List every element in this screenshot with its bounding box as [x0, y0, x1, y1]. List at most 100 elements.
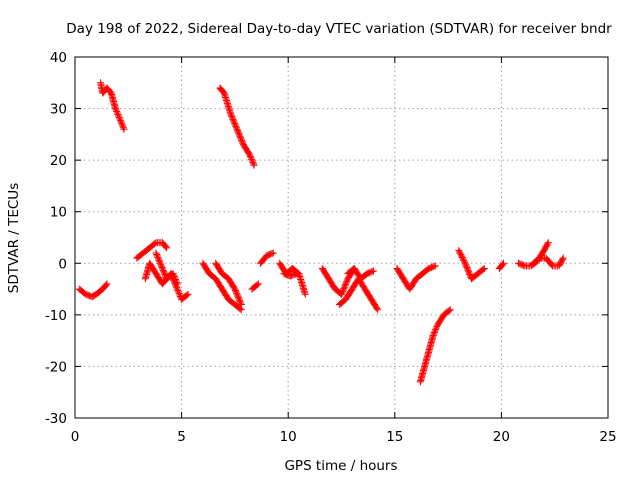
data-point	[248, 157, 256, 165]
data-point	[237, 301, 245, 309]
data-point	[459, 255, 467, 263]
x-tick-label: 25	[599, 429, 616, 445]
x-tick-label: 15	[386, 429, 403, 445]
data-point	[169, 270, 177, 278]
grid	[75, 57, 608, 418]
data-point	[112, 106, 120, 114]
series-track-g	[199, 259, 245, 314]
data-point	[163, 244, 171, 252]
data-point	[430, 262, 438, 270]
x-tick-label: 0	[71, 429, 80, 445]
data-point	[246, 152, 254, 160]
data-point	[170, 271, 178, 279]
series-track-k	[276, 259, 309, 298]
data-point	[301, 290, 309, 298]
series-track-l	[280, 270, 301, 280]
plot-frame	[74, 56, 609, 419]
x-axis-label: GPS time / hours	[284, 458, 397, 474]
data-point	[431, 327, 439, 335]
data-point	[120, 125, 128, 133]
data-point	[172, 277, 180, 285]
data-point	[153, 252, 161, 260]
data-point	[183, 291, 191, 299]
data-points	[75, 79, 567, 386]
data-point	[116, 115, 124, 123]
data-point	[175, 289, 183, 297]
series-track-c	[133, 239, 171, 262]
data-point	[116, 116, 124, 124]
series-track-i	[248, 280, 262, 293]
series-track-q	[416, 306, 454, 386]
y-tick-label: -10	[45, 308, 67, 324]
data-point	[173, 280, 181, 288]
data-point	[455, 246, 463, 254]
series-track-o	[344, 264, 377, 283]
data-point	[431, 262, 439, 270]
data-point	[152, 249, 160, 257]
data-point	[119, 124, 127, 132]
data-point	[368, 268, 376, 276]
data-point	[520, 261, 528, 269]
data-point	[154, 255, 162, 263]
data-point	[250, 161, 258, 169]
data-point	[171, 274, 179, 282]
data-point	[430, 330, 438, 338]
data-point	[162, 243, 170, 251]
data-point	[113, 109, 121, 117]
data-point	[374, 306, 382, 314]
data-point	[115, 113, 123, 121]
data-point	[237, 299, 245, 307]
data-point	[173, 278, 181, 286]
series-track-u	[529, 254, 567, 270]
data-point	[248, 155, 256, 163]
data-point	[480, 264, 488, 272]
data-point	[170, 273, 178, 281]
series-track-r	[455, 246, 488, 283]
chart-title: Day 198 of 2022, Sidereal Day-to-day VTE…	[66, 21, 612, 37]
data-point	[184, 290, 192, 298]
y-axis-label: SDTVAR / TECUs	[6, 183, 22, 293]
data-point	[445, 307, 453, 315]
y-tick-label: 30	[50, 102, 67, 118]
data-point	[102, 281, 110, 289]
data-point	[247, 154, 255, 162]
data-point	[112, 105, 120, 113]
data-point	[254, 280, 262, 288]
data-point	[115, 112, 123, 120]
data-point	[479, 265, 487, 273]
x-tick-label: 20	[493, 429, 510, 445]
data-point	[246, 151, 254, 159]
series-track-e	[152, 249, 181, 288]
data-point	[458, 254, 466, 262]
data-point	[155, 256, 163, 264]
data-point	[253, 281, 261, 289]
data-point	[117, 118, 125, 126]
data-point	[175, 288, 183, 296]
series-track-j	[256, 249, 277, 267]
data-point	[544, 240, 552, 248]
data-point	[291, 270, 299, 278]
data-point	[456, 249, 464, 257]
data-point	[457, 251, 465, 259]
series-track-f	[216, 84, 258, 169]
data-point	[154, 253, 162, 261]
x-tick-label: 10	[280, 429, 297, 445]
data-point	[153, 250, 161, 258]
data-point	[293, 270, 301, 278]
y-tick-label: 0	[58, 256, 67, 272]
series-track-h	[212, 259, 245, 309]
data-point	[455, 248, 463, 256]
data-point	[249, 158, 257, 166]
data-point	[269, 249, 277, 257]
data-point	[113, 108, 121, 116]
series-track-a	[75, 280, 111, 301]
x-tick-label: 5	[177, 429, 186, 445]
data-point	[460, 258, 468, 266]
data-point	[446, 306, 454, 314]
series-track-b	[97, 79, 128, 133]
series-track-s	[495, 259, 508, 272]
data-point	[559, 254, 567, 262]
y-tick-label: -30	[45, 411, 67, 427]
y-tick-label: 10	[50, 205, 67, 221]
